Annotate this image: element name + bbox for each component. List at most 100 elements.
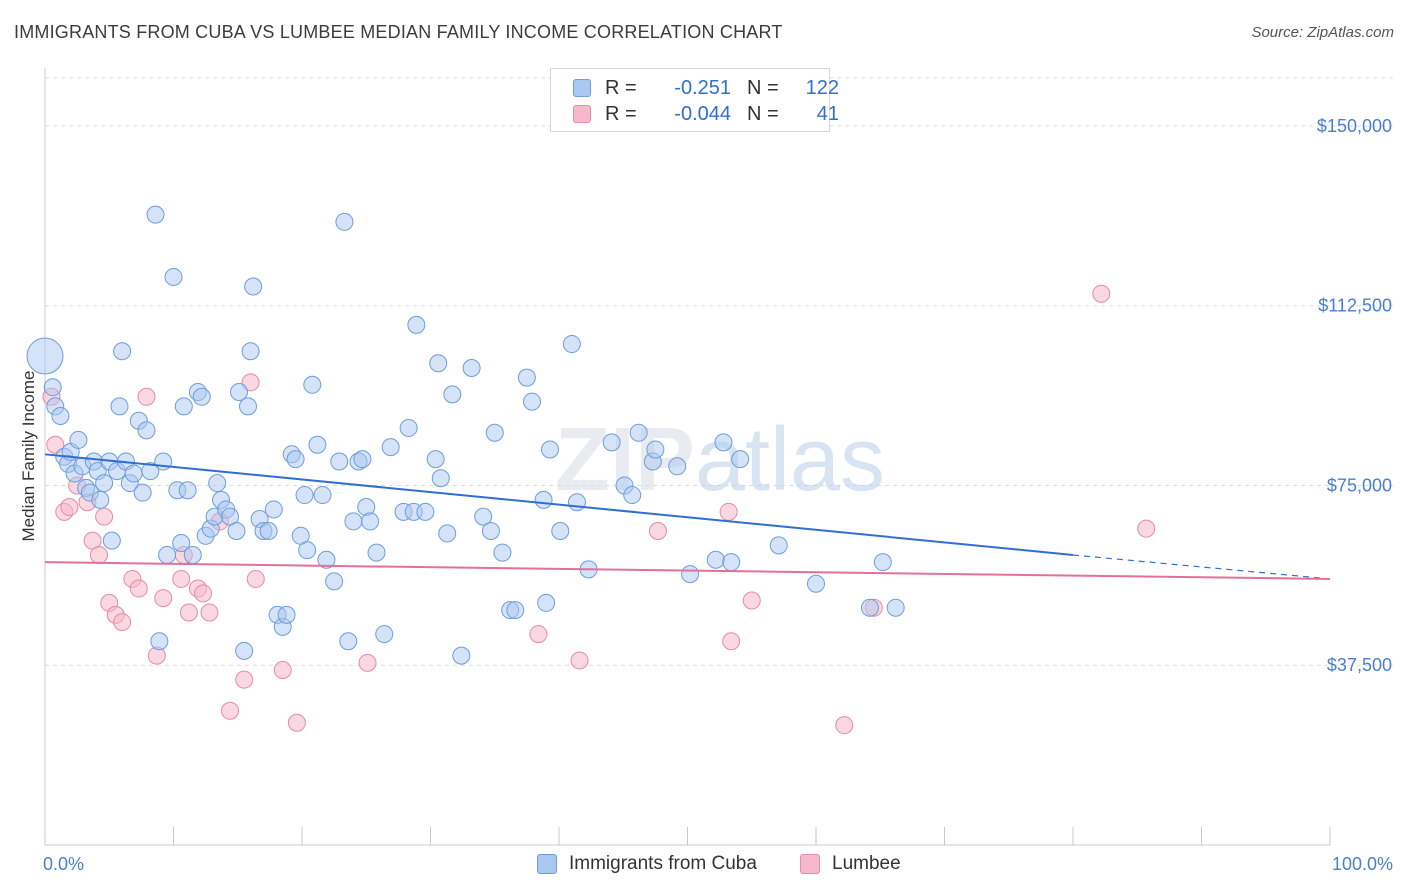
y-tick-label: $75,000: [1327, 475, 1392, 495]
lumbee-point: [95, 507, 114, 526]
cuba-point: [235, 641, 254, 660]
lumbee-point: [129, 579, 148, 598]
cuba-point: [51, 406, 70, 425]
cuba-point: [485, 423, 504, 442]
legend-swatch-cuba: [573, 79, 591, 97]
cuba-point: [462, 359, 481, 378]
cuba-point: [339, 632, 358, 651]
bottom-legend-swatch-cuba: [537, 854, 557, 874]
cuba-point: [367, 543, 386, 562]
cuba-point: [431, 469, 450, 488]
lumbee-point: [60, 498, 79, 517]
cuba-point: [481, 522, 500, 541]
cuba-point: [731, 450, 750, 469]
lumbee-point: [241, 373, 260, 392]
cuba-point: [192, 387, 211, 406]
cuba-point: [681, 565, 700, 584]
bottom-legend-swatch-lumbee: [800, 854, 820, 874]
cuba-point: [602, 433, 621, 452]
cuba-point: [43, 378, 62, 397]
cuba-point: [158, 545, 177, 564]
legend-r-label: R =: [605, 102, 637, 125]
chart-title: IMMIGRANTS FROM CUBA VS LUMBEE MEDIAN FA…: [14, 22, 783, 42]
lumbee-point: [529, 625, 548, 644]
bottom-legend-lumbee: Lumbee: [800, 852, 901, 876]
cuba-point: [353, 450, 372, 469]
lumbee-point: [246, 569, 265, 588]
cuba-point: [164, 267, 183, 286]
cuba-point: [298, 541, 317, 560]
cuba-point: [399, 418, 418, 437]
cuba-point: [452, 646, 471, 665]
cuba-point: [208, 474, 227, 493]
watermark: ZIPatlas: [555, 410, 885, 510]
cuba-point: [174, 397, 193, 416]
lumbee-point: [194, 584, 213, 603]
source-label: Source: ZipAtlas.com: [1251, 24, 1394, 41]
lumbee-point: [742, 591, 761, 610]
x-tick-label-min: 0.0%: [43, 854, 84, 874]
cuba-point: [335, 212, 354, 231]
cuba-point: [567, 493, 586, 512]
cuba-point: [769, 536, 788, 555]
cuba-point: [416, 502, 435, 521]
lumbee-point: [89, 545, 108, 564]
legend-row-lumbee: R = -0.044 N = 41: [573, 102, 839, 126]
cuba-point: [137, 421, 156, 440]
cuba-point: [110, 397, 129, 416]
cuba-point: [133, 483, 152, 502]
legend-n-label: N =: [747, 102, 779, 125]
cuba-point: [308, 435, 327, 454]
lumbee-point: [154, 589, 173, 608]
lumbee-point: [835, 716, 854, 735]
cuba-point: [706, 550, 725, 569]
axes: [44, 68, 1331, 846]
cuba-point: [259, 522, 278, 541]
bottom-legend-label-cuba: Immigrants from Cuba: [569, 853, 757, 874]
y-axis-label: Median Family Income: [19, 370, 38, 541]
legend-swatch-lumbee: [573, 105, 591, 123]
cuba-point: [344, 512, 363, 531]
cuba-point: [517, 368, 536, 387]
cuba-point: [178, 481, 197, 500]
cuba-point: [523, 392, 542, 411]
cuba-point: [506, 601, 525, 620]
cuba-point: [623, 486, 642, 505]
cuba-point: [26, 337, 64, 375]
cuba-point: [264, 500, 283, 519]
lumbee-point: [200, 603, 219, 622]
cuba-point: [113, 342, 132, 361]
lumbee-point: [1092, 284, 1111, 303]
cuba-point: [629, 423, 648, 442]
cuba-point: [277, 605, 296, 624]
cuba-point: [474, 507, 493, 526]
cuba-point: [361, 512, 380, 531]
lumbee-trend-line: [44, 561, 1331, 580]
cuba-point: [562, 335, 581, 354]
lumbee-point: [221, 701, 240, 720]
cuba-point: [541, 440, 560, 459]
cuba-point: [91, 490, 110, 509]
cuba-point: [150, 632, 169, 651]
cuba-point: [429, 354, 448, 373]
lumbee-point: [46, 435, 65, 454]
legend-r-label: R =: [605, 76, 637, 99]
bottom-legend-label-lumbee: Lumbee: [832, 853, 901, 874]
lumbee-point: [179, 603, 198, 622]
legend-n-label: N =: [747, 76, 779, 99]
lumbee-point: [273, 661, 292, 680]
y-tick-label: $150,000: [1317, 116, 1392, 136]
cuba-point: [537, 593, 556, 612]
cuba-point: [551, 522, 570, 541]
lumbee-point: [287, 713, 306, 732]
cuba-point: [426, 450, 445, 469]
legend-row-cuba: R = -0.251 N = 122: [573, 76, 839, 100]
cuba-point: [317, 550, 336, 569]
legend-r-value: -0.044: [674, 102, 731, 125]
legend-n-value: 41: [816, 102, 839, 125]
cuba-point: [146, 205, 165, 224]
cuba-point: [807, 574, 825, 593]
cuba-point: [330, 452, 349, 471]
cuba-point: [646, 440, 665, 459]
